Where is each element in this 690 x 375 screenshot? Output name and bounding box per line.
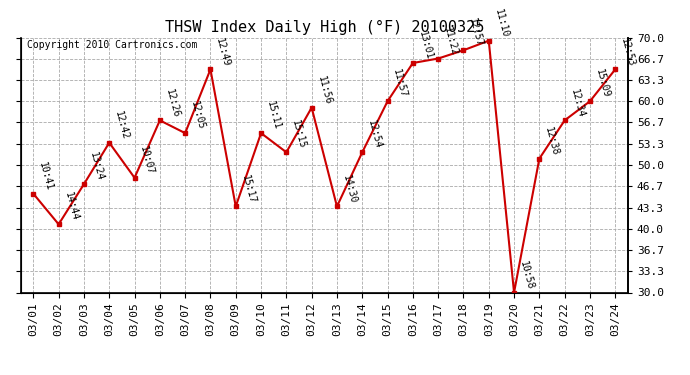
Text: 12:26: 12:26: [164, 87, 181, 118]
Text: 12:49: 12:49: [214, 36, 232, 68]
Text: 11:10: 11:10: [493, 8, 510, 39]
Text: 12:42: 12:42: [113, 110, 130, 141]
Text: 10:41: 10:41: [37, 161, 55, 192]
Text: 12:38: 12:38: [543, 126, 560, 157]
Text: 15:15: 15:15: [290, 119, 308, 150]
Title: THSW Index Daily High (°F) 20100325: THSW Index Daily High (°F) 20100325: [165, 20, 484, 35]
Text: 15:11: 15:11: [265, 100, 282, 131]
Text: 10:58: 10:58: [518, 260, 535, 291]
Text: 13:01: 13:01: [417, 30, 434, 61]
Text: 12:57: 12:57: [467, 17, 484, 48]
Text: 14:44: 14:44: [62, 191, 80, 222]
Text: 11:57: 11:57: [391, 68, 408, 99]
Text: 14:30: 14:30: [341, 174, 358, 204]
Text: Copyright 2010 Cartronics.com: Copyright 2010 Cartronics.com: [27, 40, 197, 50]
Text: 12:54: 12:54: [366, 119, 384, 150]
Text: 15:09: 15:09: [593, 68, 611, 99]
Text: 12:34: 12:34: [569, 87, 586, 118]
Text: 12:53: 12:53: [619, 36, 636, 68]
Text: 10:07: 10:07: [138, 145, 156, 176]
Text: 15:17: 15:17: [239, 174, 257, 204]
Text: 11:22: 11:22: [442, 26, 460, 57]
Text: 13:24: 13:24: [88, 151, 105, 182]
Text: 11:56: 11:56: [315, 75, 333, 106]
Text: 12:05: 12:05: [189, 100, 206, 131]
